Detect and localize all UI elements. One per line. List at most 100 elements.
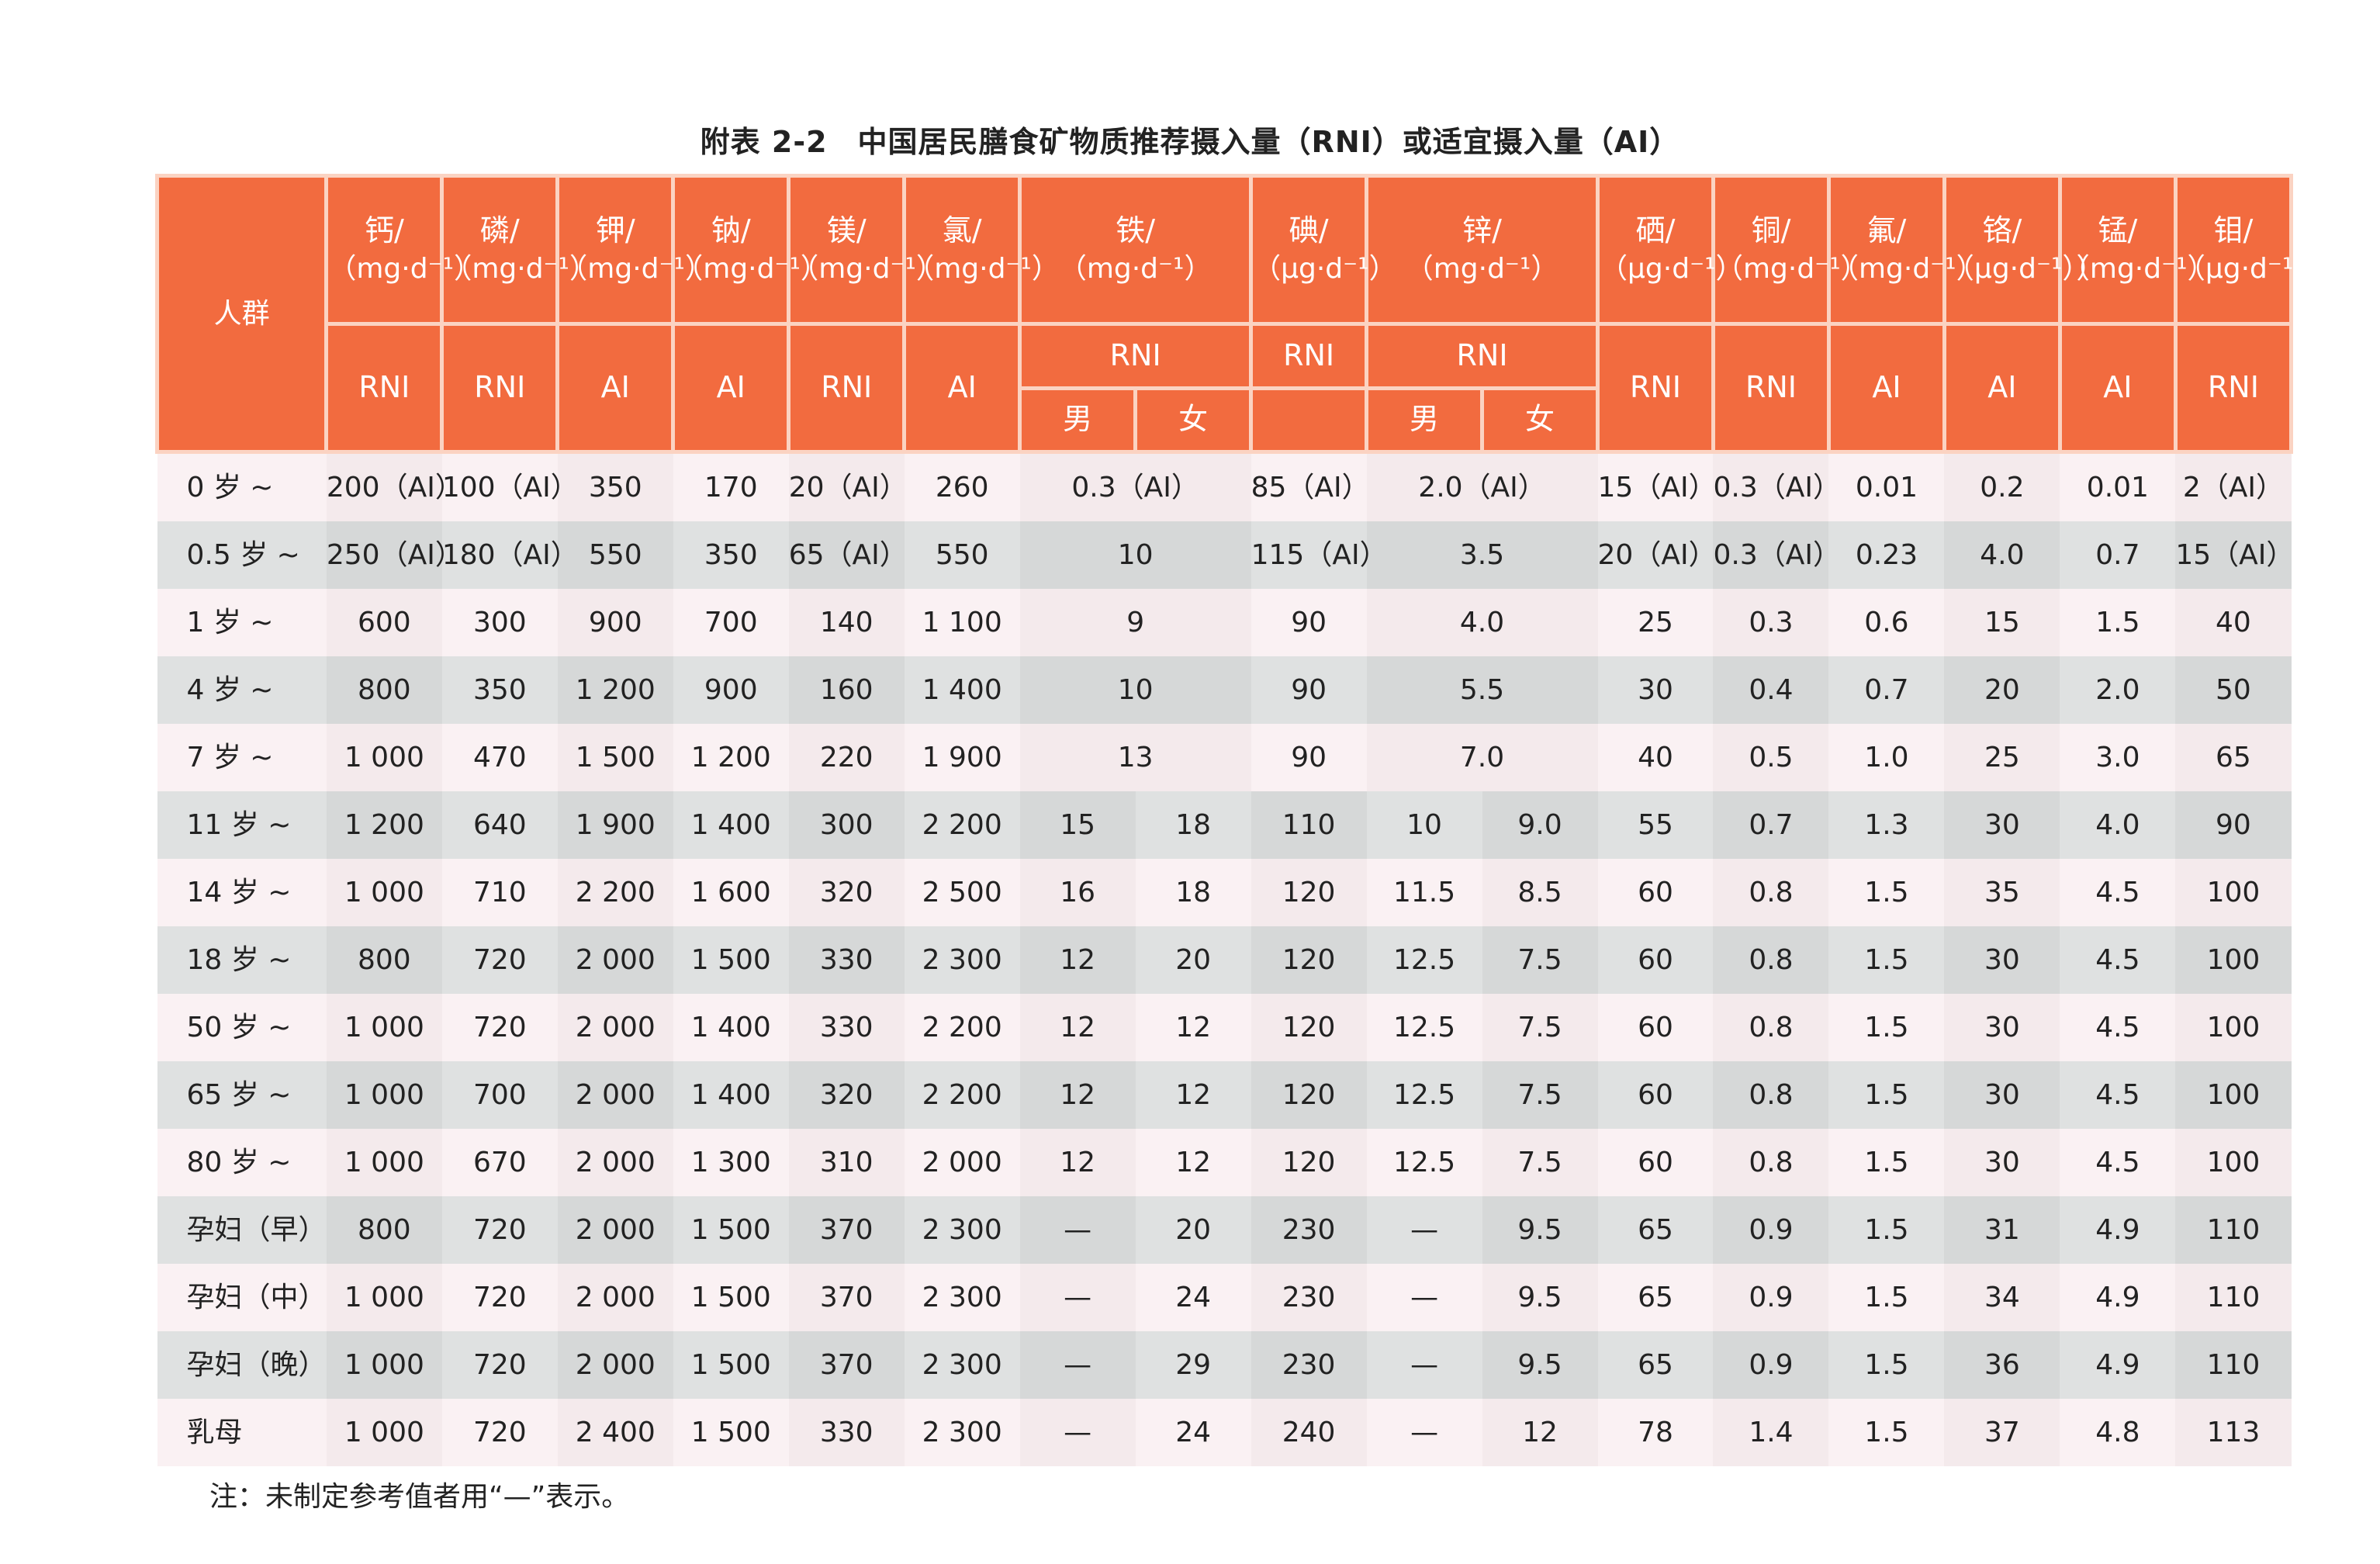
row-label: 65 岁 ~ xyxy=(157,1061,327,1129)
nutrient-unit: （mg·d⁻¹） xyxy=(790,253,944,285)
table-cell: 7.5 xyxy=(1482,1061,1598,1129)
table-cell: 0.01 xyxy=(2060,452,2176,521)
table-cell: 1.5 xyxy=(1828,994,1945,1061)
table-row: 4 岁 ~800 350 1 200 900 160 1 400 10 90 5.5 30 0.4 0… xyxy=(157,656,2292,724)
table-cell: 2 000 xyxy=(557,1331,673,1399)
nutrient-name: 氯/ xyxy=(942,213,982,248)
table-cell: 2 200 xyxy=(904,791,1020,859)
column-header-nutrient: 铁/ （mg·d⁻¹） xyxy=(1018,174,1254,326)
table-cell: 2 000 xyxy=(557,1129,673,1196)
table-cell: 9.5 xyxy=(1482,1196,1598,1264)
nutrient-unit: （mg·d⁻¹） xyxy=(1714,253,1869,285)
column-header-nutrient: 硒/ （μg·d⁻¹） xyxy=(1596,174,1744,326)
table-cell: 0.5 xyxy=(1713,724,1829,791)
nutrient-unit: （mg·d⁻¹） xyxy=(675,253,829,285)
table-cell: 10 xyxy=(1019,656,1251,724)
table-cell: 260 xyxy=(904,452,1020,521)
table-cell: 720 xyxy=(441,1264,558,1331)
table-cell: 720 xyxy=(441,1196,558,1264)
row-label: 0.5 岁 ~ xyxy=(157,521,327,589)
table-cell: 1 400 xyxy=(673,994,789,1061)
table-cell: 31 xyxy=(1944,1196,2060,1264)
column-header-empty xyxy=(1249,386,1369,454)
table-cell: 4.5 xyxy=(2060,994,2176,1061)
table-cell: 10 xyxy=(1366,791,1482,859)
table-cell: 110 xyxy=(2175,1196,2292,1264)
nutrient-unit: （mg·d⁻¹） xyxy=(906,253,1060,285)
table-cell: 9.5 xyxy=(1482,1264,1598,1331)
table-row: 1 岁 ~600 300 900 700 140 1 100 9 90 4.0 25 0.3 0.6 1… xyxy=(157,589,2292,656)
nutrient-unit: （mg·d⁻¹） xyxy=(444,253,597,285)
nutrient-name: 铬/ xyxy=(1982,213,2022,248)
table-cell: 800 xyxy=(326,656,442,724)
table-cell: 29 xyxy=(1135,1331,1251,1399)
table-cell: 20 xyxy=(1944,656,2060,724)
table-cell: 65 xyxy=(1597,1331,1714,1399)
column-header-standard: RNI xyxy=(440,322,560,454)
table-cell: 2.0（AI） xyxy=(1366,452,1598,521)
table-cell: 1 200 xyxy=(557,656,673,724)
table-cell: 1 400 xyxy=(673,1061,789,1129)
table-cell: 60 xyxy=(1597,859,1714,926)
nutrient-name: 磷/ xyxy=(479,213,520,248)
column-header-standard: RNI xyxy=(787,322,907,454)
table-cell: 1.5 xyxy=(1828,926,1945,994)
table-cell: 0.7 xyxy=(1713,791,1829,859)
column-header-nutrient: 锰/ （mg·d⁻¹） xyxy=(2057,174,2216,326)
table-cell: 115（AI） xyxy=(1251,521,1388,589)
table-cell: — xyxy=(1019,1331,1136,1399)
column-header-standard: RNI xyxy=(1596,322,1715,454)
table-cell: 0.3 xyxy=(1713,589,1829,656)
nutrient-name: 钠/ xyxy=(711,213,751,248)
table-cell: 4.5 xyxy=(2060,1061,2176,1129)
table-cell: 60 xyxy=(1597,926,1714,994)
table-cell: 0.3（AI） xyxy=(1019,452,1251,521)
table-cell: 0.9 xyxy=(1713,1331,1829,1399)
table-cell: 330 xyxy=(788,926,905,994)
row-label: 孕妇（早） xyxy=(157,1196,327,1264)
table-cell: 1.5 xyxy=(1828,1399,1945,1466)
table-row: 18 岁 ~800 720 2 000 1 500 330 2 300 12 20 120 12.… xyxy=(157,926,2292,994)
table-cell: — xyxy=(1019,1399,1136,1466)
nutrient-unit: （mg·d⁻¹） xyxy=(1830,253,1984,285)
row-label: 0 岁 ~ xyxy=(157,452,327,521)
table-cell: — xyxy=(1366,1331,1482,1399)
table-cell: 1.3 xyxy=(1828,791,1945,859)
column-header-standard: RNI xyxy=(1711,322,1831,454)
table-cell: 1 000 xyxy=(326,1129,442,1196)
table-cell: 320 xyxy=(788,859,905,926)
table-cell: 720 xyxy=(441,1331,558,1399)
column-header-nutrient: 铜/ （mg·d⁻¹） xyxy=(1711,174,1869,326)
table-cell: 1 500 xyxy=(673,1331,789,1399)
table-cell: 65（AI） xyxy=(788,521,908,589)
row-label: 7 岁 ~ xyxy=(157,724,327,791)
table-cell: 30 xyxy=(1944,926,2060,994)
column-header-standard: RNI xyxy=(1249,322,1369,390)
table-cell: 1.5 xyxy=(1828,859,1945,926)
table-cell: 180（AI） xyxy=(441,521,579,589)
table-cell: 230 xyxy=(1251,1264,1367,1331)
table-cell: 24 xyxy=(1135,1399,1251,1466)
table-cell: 1 300 xyxy=(673,1129,789,1196)
table-cell: 370 xyxy=(788,1264,905,1331)
table-cell: 12 xyxy=(1019,1061,1136,1129)
table-cell: 110 xyxy=(2175,1264,2292,1331)
table-cell: 12.5 xyxy=(1366,1061,1482,1129)
table-cell: 370 xyxy=(788,1196,905,1264)
table-cell: 230 xyxy=(1251,1331,1367,1399)
nutrient-unit: （μg·d⁻¹） xyxy=(2177,253,2322,285)
table-cell: 15（AI） xyxy=(2175,521,2294,589)
table-cell: 1 900 xyxy=(904,724,1020,791)
table-cell: 4.5 xyxy=(2060,926,2176,994)
table-cell: 113 xyxy=(2175,1399,2292,1466)
table-cell: 120 xyxy=(1251,994,1367,1061)
row-label: 孕妇（中） xyxy=(157,1264,327,1331)
row-label: 孕妇（晚） xyxy=(157,1331,327,1399)
table-cell: 12 xyxy=(1019,1129,1136,1196)
column-header-standard: AI xyxy=(671,322,791,454)
table-cell: 100 xyxy=(2175,1129,2292,1196)
row-label: 11 岁 ~ xyxy=(157,791,327,859)
table-cell: — xyxy=(1019,1264,1136,1331)
table-cell: 3.0 xyxy=(2060,724,2176,791)
column-header-standard: AI xyxy=(1826,322,1946,454)
